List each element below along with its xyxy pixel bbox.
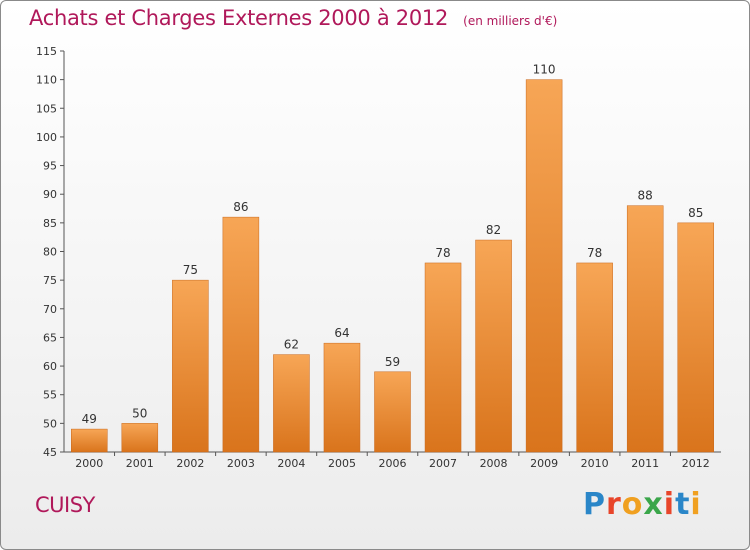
x-tick-label: 2001 bbox=[126, 457, 154, 470]
y-tick-label: 100 bbox=[36, 131, 57, 144]
y-tick-label: 65 bbox=[43, 331, 57, 344]
x-tick-label: 2009 bbox=[530, 457, 558, 470]
bar-2011 bbox=[626, 205, 664, 453]
bar-2012 bbox=[677, 222, 714, 453]
y-tick-label: 115 bbox=[36, 45, 57, 58]
y-tick-label: 70 bbox=[43, 303, 57, 316]
bar-value-label: 85 bbox=[688, 206, 703, 220]
chart-title: Achats et Charges Externes 2000 à 2012 bbox=[29, 6, 449, 30]
bar-2004 bbox=[273, 354, 310, 453]
y-tick-label: 95 bbox=[43, 160, 57, 173]
brand-letter: P bbox=[583, 487, 606, 522]
y-tick-label: 90 bbox=[43, 188, 57, 201]
x-tick-label: 2007 bbox=[429, 457, 457, 470]
x-tick-label: 2002 bbox=[176, 457, 204, 470]
bar-2009 bbox=[525, 79, 563, 453]
bar-value-label: 50 bbox=[132, 406, 147, 420]
y-tick-label: 50 bbox=[43, 417, 57, 430]
bar-value-label: 86 bbox=[233, 200, 248, 214]
brand-letter: i bbox=[690, 487, 702, 522]
bar-value-label: 88 bbox=[638, 189, 653, 203]
commune-name: CUISY bbox=[35, 493, 95, 517]
y-tick-label: 55 bbox=[43, 389, 57, 402]
bar-value-label: 62 bbox=[284, 338, 299, 352]
y-tick-label: 45 bbox=[43, 446, 57, 459]
x-tick-label: 2003 bbox=[227, 457, 255, 470]
x-tick-label: 2004 bbox=[277, 457, 305, 470]
title-row: Achats et Charges Externes 2000 à 2012 (… bbox=[29, 6, 557, 30]
x-tick-label: 2008 bbox=[480, 457, 508, 470]
y-tick-label: 105 bbox=[36, 102, 57, 115]
bar-value-label: 59 bbox=[385, 355, 400, 369]
bar-2008 bbox=[475, 239, 512, 453]
brand-letter: o bbox=[621, 487, 644, 522]
bar-value-label: 75 bbox=[183, 263, 198, 277]
x-tick-label: 2005 bbox=[328, 457, 356, 470]
bar-2006 bbox=[374, 371, 411, 453]
bar-value-label: 64 bbox=[334, 326, 349, 340]
x-tick-label: 2006 bbox=[379, 457, 407, 470]
bar-2001 bbox=[121, 423, 159, 453]
y-axis: 45 50 55 60 65 70 75 80 85 90 95 100 105 110 115 bbox=[36, 45, 65, 459]
bar-2003 bbox=[222, 216, 260, 453]
y-tick-label: 85 bbox=[43, 217, 57, 230]
chart-subtitle: (en milliers d'€) bbox=[463, 14, 558, 28]
brand-letter: t bbox=[675, 487, 691, 522]
y-tick-label: 75 bbox=[43, 274, 57, 287]
brand-letter: r bbox=[606, 487, 622, 522]
x-axis: 2000 2001 2002 2003 2004 2005 2006 2007 2008 2009… bbox=[64, 451, 721, 470]
bar-2005 bbox=[323, 342, 361, 453]
bar-2002 bbox=[172, 279, 209, 453]
bar-value-label: 82 bbox=[486, 223, 501, 237]
bar-value-label: 78 bbox=[587, 246, 602, 260]
bar-value-label: 78 bbox=[435, 246, 450, 260]
bar-2007 bbox=[424, 262, 462, 453]
x-tick-label: 2011 bbox=[631, 457, 659, 470]
y-tick-label: 60 bbox=[43, 360, 57, 373]
bar-2010 bbox=[576, 262, 613, 453]
x-tick-label: 2012 bbox=[682, 457, 710, 470]
brand-letter: i bbox=[663, 487, 676, 522]
x-tick-label: 2000 bbox=[75, 457, 103, 470]
x-tick-label: 2010 bbox=[581, 457, 609, 470]
bars: 49 50 75 86 62 64 59 78 82 110 78 88 85 bbox=[71, 63, 714, 453]
bar-value-label: 110 bbox=[533, 63, 556, 77]
brand-letter: x bbox=[643, 487, 664, 522]
y-tick-label: 110 bbox=[36, 74, 57, 87]
brand-logo[interactable]: Proxiti bbox=[583, 487, 702, 522]
bar-value-label: 49 bbox=[82, 412, 97, 426]
bar-2000 bbox=[71, 428, 108, 453]
y-tick-label: 80 bbox=[43, 246, 57, 259]
